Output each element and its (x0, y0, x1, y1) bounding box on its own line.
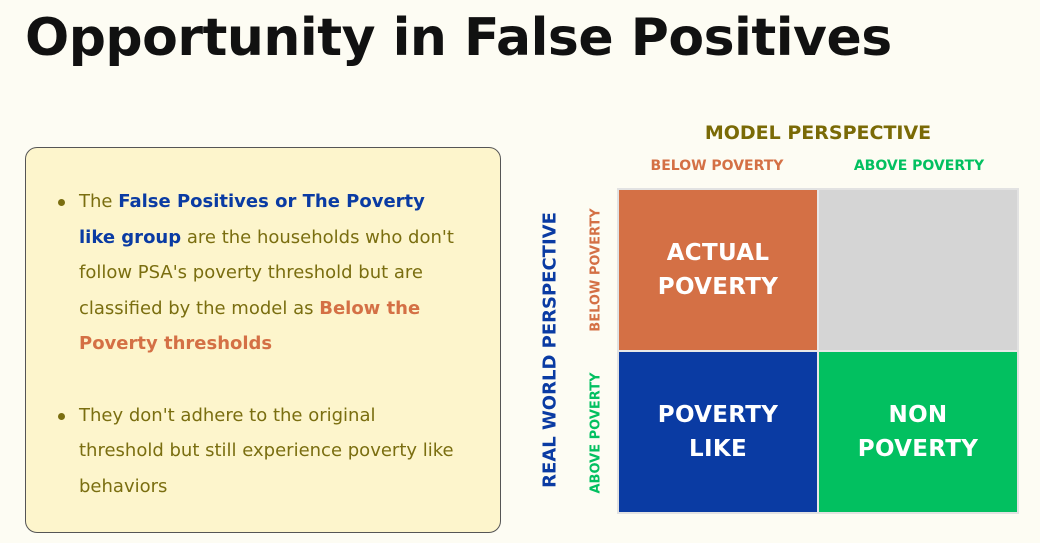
row-label-above-poverty: ABOVE POVERTY (588, 372, 604, 494)
bullet2-text: They don't adhere to the original thresh… (79, 404, 454, 497)
bullet1-highlight-threshold: Below the Poverty thresholds (79, 297, 421, 355)
bullet-item-false-positives: The False Positives or The Poverty like … (58, 184, 463, 362)
bullet1-text-a: The (79, 191, 119, 212)
cell-non-poverty-line1: NON (888, 402, 948, 428)
confusion-matrix: ACTUAL POVERTY POVERTY LIKE NON POVERTY (617, 188, 1019, 514)
cell-poverty-like-line1: POVERTY (657, 402, 779, 428)
bullet-list: The False Positives or The Poverty like … (58, 184, 463, 504)
cell-actual-poverty: ACTUAL POVERTY (619, 190, 817, 350)
model-perspective-title: MODEL PERSPECTIVE (704, 122, 932, 144)
bullet1-highlight-group: False Positives or The Poverty like grou… (79, 191, 425, 248)
slide-title: Opportunity in False Positives (25, 8, 892, 68)
cell-empty (819, 190, 1017, 350)
cell-actual-line2: POVERTY (657, 274, 779, 300)
row-label-below-poverty: BELOW POVERTY (588, 208, 604, 332)
cell-poverty-like: POVERTY LIKE (619, 352, 817, 512)
cell-non-poverty: NON POVERTY (819, 352, 1017, 512)
cell-non-poverty-line2: POVERTY (857, 436, 979, 462)
bullet1-text-b: are the households who don't follow PSA'… (79, 226, 454, 319)
cell-actual-line1: ACTUAL (666, 240, 770, 266)
bullet-item-behaviors: They don't adhere to the original thresh… (58, 398, 463, 505)
explanation-card: The False Positives or The Poverty like … (25, 147, 501, 533)
cell-poverty-like-line2: LIKE (689, 436, 747, 462)
real-world-perspective-title: REAL WORLD PERSPECTIVE (539, 212, 561, 488)
column-label-above-poverty: ABOVE POVERTY (853, 158, 985, 174)
column-label-below-poverty: BELOW POVERTY (650, 158, 784, 174)
